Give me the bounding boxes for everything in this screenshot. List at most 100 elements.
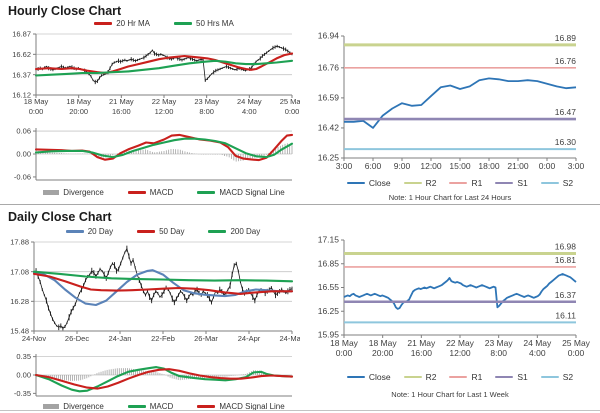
y-tick-label: 16.28 bbox=[10, 297, 29, 306]
x-tick-label: 22 May bbox=[152, 97, 177, 106]
y-tick-label: 0.00 bbox=[16, 371, 31, 380]
legend-item-50-day: 50 Day bbox=[137, 227, 184, 236]
intraday-levels-legend: Close R2 R1 S1 S2 bbox=[344, 178, 576, 188]
legend-item-s2: S2 bbox=[540, 178, 573, 188]
legend-item-s1: S1 bbox=[495, 372, 528, 382]
legend-label: R2 bbox=[425, 178, 437, 188]
legend-label: 20 Hr MA bbox=[116, 19, 150, 28]
daily-macd-legend: Divergence MACD MACD Signal Line bbox=[36, 402, 292, 411]
x-tick-label: 18 May bbox=[66, 97, 91, 106]
legend-label: Divergence bbox=[63, 402, 104, 411]
legend-item-r2: R2 bbox=[403, 178, 437, 188]
y-tick-label: 16.42 bbox=[318, 123, 340, 133]
weekly-levels-legend: Close R2 R1 S1 S2 bbox=[344, 372, 576, 382]
legend-item-macd: MACD bbox=[127, 402, 173, 411]
y-tick-label: 16.37 bbox=[12, 70, 31, 79]
close-line bbox=[343, 273, 577, 310]
y-tick-label: 16.12 bbox=[12, 91, 31, 100]
x-tick-label: 16:00 bbox=[112, 107, 131, 116]
legend-label: 200 Day bbox=[230, 227, 261, 236]
y-tick-label: 17.08 bbox=[10, 267, 29, 276]
x-tick-label: 6:00 bbox=[365, 161, 382, 171]
y-tick-label: 16.76 bbox=[318, 62, 340, 72]
daily-macd-chart: 0.35 0.00 -0.35 bbox=[14, 352, 294, 398]
legend-item-close: Close bbox=[346, 178, 391, 188]
legend-marker bbox=[94, 22, 113, 25]
x-tick-label: 0:00 bbox=[285, 107, 300, 116]
legend-label: MACD Signal Line bbox=[219, 188, 285, 197]
daily-close-panel: Daily Close Chart 20 Day 50 Day 200 Day 17… bbox=[0, 206, 300, 413]
legend-marker bbox=[197, 405, 216, 408]
x-tick-label: 21:00 bbox=[507, 161, 529, 171]
series-line-macd-signal-line bbox=[34, 368, 294, 390]
weekly-note: Note: 1 Hour Chart for Last 1 Week bbox=[391, 390, 509, 399]
legend-label: R1 bbox=[471, 178, 483, 188]
y-tick-label: 16.87 bbox=[12, 30, 31, 39]
x-tick-label: 0:00 bbox=[539, 161, 556, 171]
y-tick-label: 0.06 bbox=[16, 127, 31, 136]
legend-marker bbox=[449, 181, 468, 185]
legend-marker bbox=[127, 405, 146, 408]
y-tick-label: -0.35 bbox=[14, 389, 31, 398]
x-tick-label: 3:00 bbox=[336, 161, 353, 171]
legend-marker bbox=[495, 375, 514, 379]
legend-marker bbox=[137, 230, 156, 233]
daily-price-legend: 20 Day 50 Day 200 Day bbox=[34, 227, 292, 236]
x-tick-label: 21 May bbox=[407, 338, 436, 348]
x-tick-label: 26-Mar bbox=[194, 334, 218, 343]
x-tick-label: 12:00 bbox=[420, 161, 442, 171]
level-label-s1: 16.47 bbox=[555, 107, 577, 117]
legend-marker bbox=[208, 230, 227, 233]
legend-label: R2 bbox=[425, 372, 437, 382]
legend-item-200-day: 200 Day bbox=[208, 227, 260, 236]
intraday-levels-panel: 16.94 16.76 16.59 16.42 16.25 3:00 6:00 9:00 12:… bbox=[300, 0, 600, 204]
legend-marker bbox=[43, 404, 60, 409]
legend-item-macd-signal-line: MACD Signal Line bbox=[197, 402, 285, 411]
legend-marker bbox=[346, 181, 365, 185]
level-label-s1: 16.37 bbox=[555, 290, 577, 300]
x-tick-label: 22-Feb bbox=[151, 334, 175, 343]
series-line-20-hr-ma bbox=[34, 52, 294, 75]
section-divider bbox=[0, 204, 600, 205]
x-tick-label: 26-Dec bbox=[65, 334, 89, 343]
x-tick-label: 8:00 bbox=[199, 107, 214, 116]
daily-chart-title: Daily Close Chart bbox=[8, 210, 112, 224]
legend-marker bbox=[403, 375, 422, 379]
legend-marker bbox=[65, 230, 84, 233]
level-label-r1: 16.81 bbox=[555, 255, 577, 265]
x-tick-label: 18 May bbox=[24, 97, 49, 106]
x-tick-label: 16:00 bbox=[411, 348, 433, 358]
x-tick-label: 22 May bbox=[446, 338, 475, 348]
x-tick-label: 25 May bbox=[562, 338, 591, 348]
weekly-levels-panel: 17.15 16.85 16.55 16.25 15.95 18 May 0:00 18 Ma… bbox=[300, 206, 600, 413]
legend-label: MACD bbox=[149, 188, 174, 197]
y-tick-label: -0.06 bbox=[14, 173, 31, 182]
y-tick-label: 16.85 bbox=[318, 258, 340, 268]
legend-label: Divergence bbox=[63, 188, 104, 197]
x-tick-label: 24-Nov bbox=[22, 334, 46, 343]
series-line-20-day bbox=[32, 269, 294, 307]
x-tick-label: 0:00 bbox=[568, 348, 585, 358]
legend-label: S2 bbox=[562, 372, 574, 382]
x-tick-label: 0:00 bbox=[29, 107, 44, 116]
legend-marker bbox=[127, 191, 146, 194]
level-label-r2: 16.98 bbox=[555, 241, 577, 251]
x-tick-label: 9:00 bbox=[394, 161, 411, 171]
legend-label: MACD Signal Line bbox=[219, 402, 285, 411]
legend-item-20-hr-ma: 20 Hr MA bbox=[94, 19, 150, 28]
intraday-note: Note: 1 Hour Chart for Last 24 Hours bbox=[388, 193, 512, 202]
y-tick-label: 0.35 bbox=[16, 352, 31, 361]
x-tick-label: 0:00 bbox=[336, 348, 353, 358]
y-tick-label: 16.25 bbox=[318, 306, 340, 316]
level-label-r1: 16.76 bbox=[555, 56, 577, 66]
series-line-macd bbox=[34, 366, 294, 393]
x-tick-label: 24 May bbox=[523, 338, 552, 348]
legend-item-s1: S1 bbox=[495, 178, 528, 188]
x-tick-label: 12:00 bbox=[449, 348, 471, 358]
y-tick-label: 16.59 bbox=[318, 92, 340, 102]
legend-marker bbox=[495, 181, 514, 185]
